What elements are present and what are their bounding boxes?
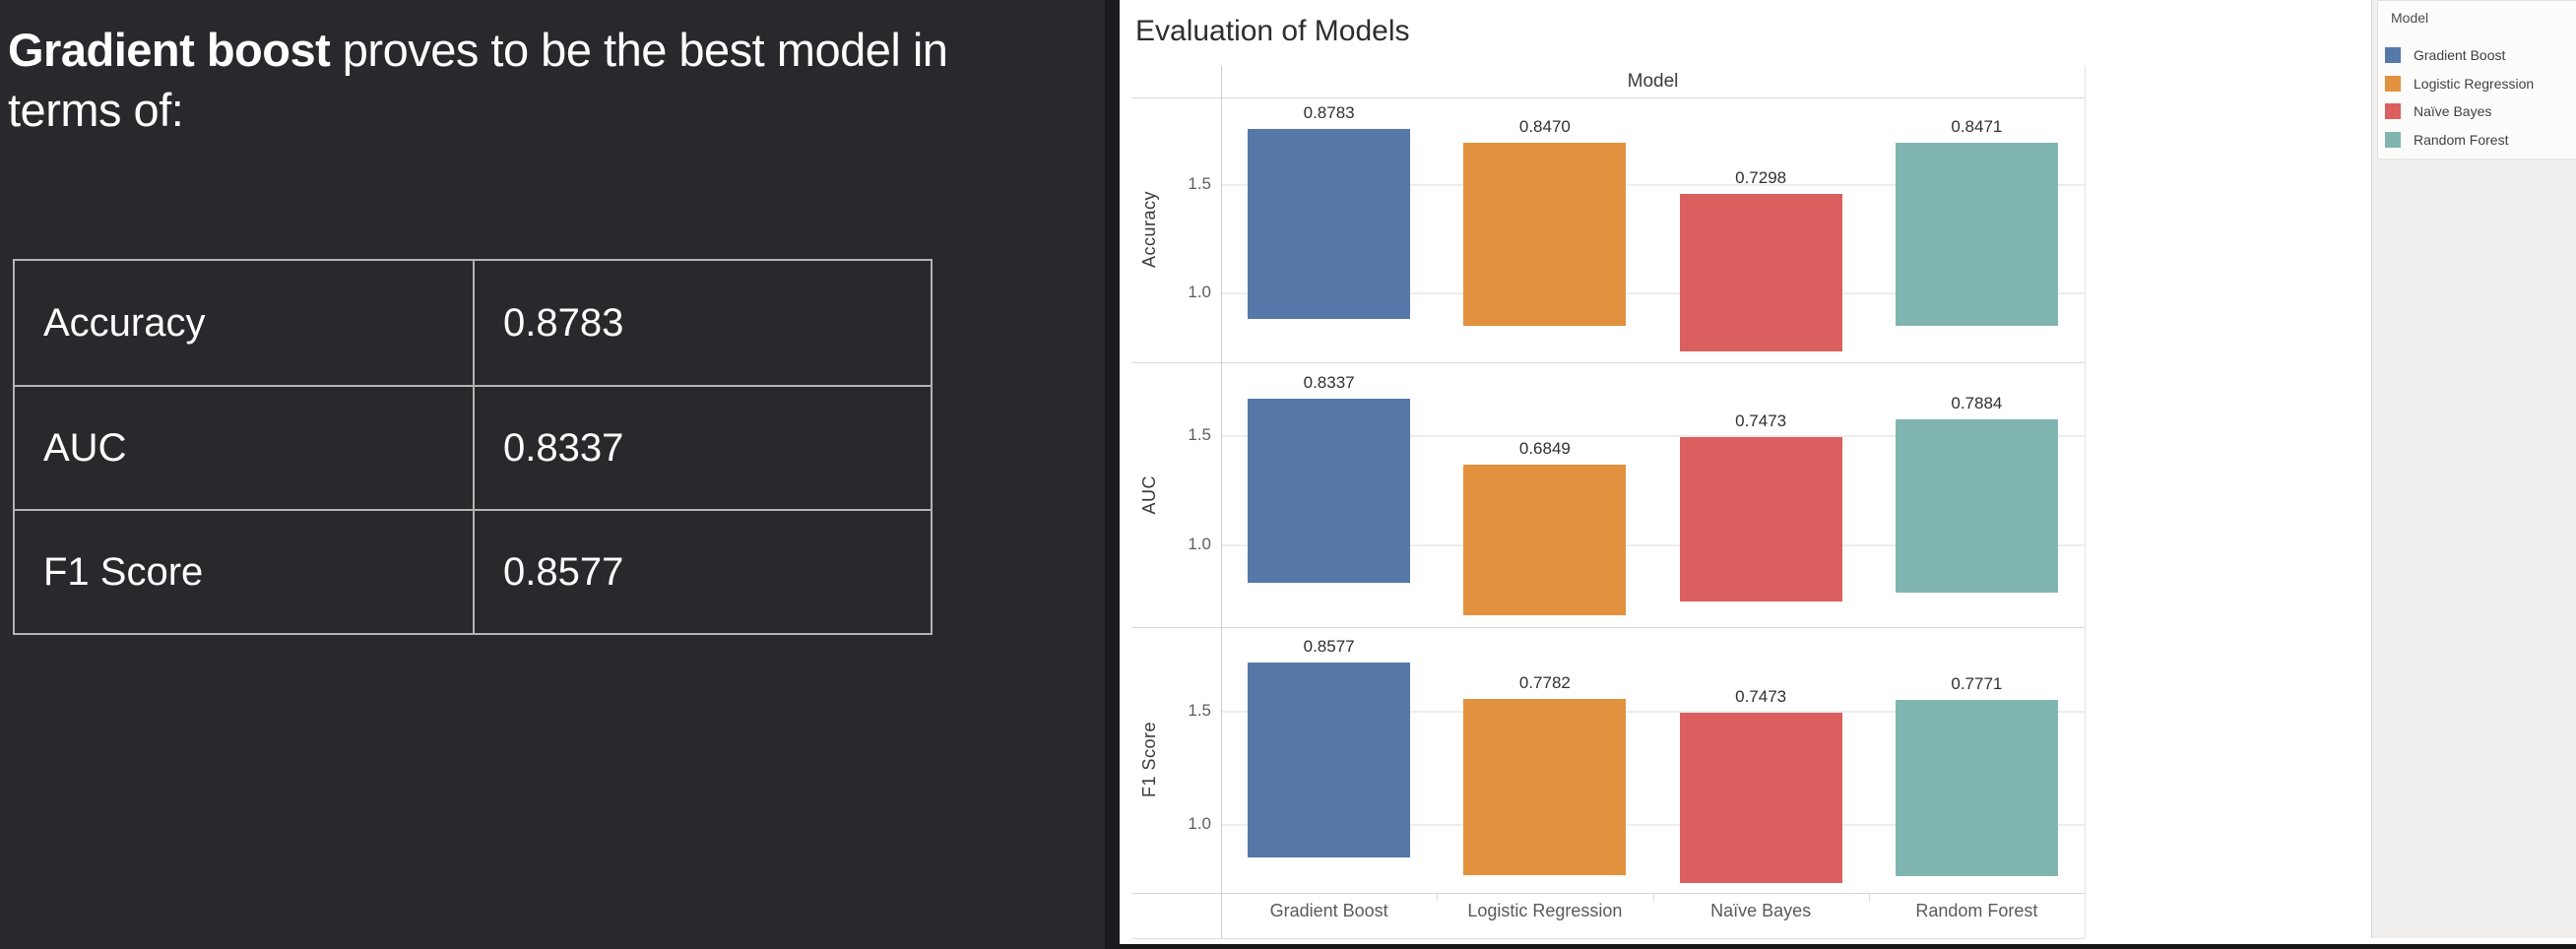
row-boundary-line [1132, 893, 2085, 894]
gridline [1221, 434, 2085, 437]
column-tick [1437, 893, 1439, 902]
bar-logistic-regression[interactable] [1463, 698, 1627, 876]
y-tick-label: 1.0 [1188, 282, 1211, 301]
x-category-label: Logistic Regression [1467, 901, 1623, 920]
gridline [1221, 711, 2085, 713]
legend-region: Model Gradient Boost Logistic Regression N… [2372, 0, 2576, 938]
column-tick [1652, 893, 1654, 902]
bar-gradient-boost[interactable] [1248, 399, 1411, 583]
axis-bottom-line [1132, 938, 2085, 939]
row-boundary-line [1132, 362, 2085, 363]
y-tick-label: 1.5 [1188, 424, 1211, 444]
legend-item-na-ve-bayes[interactable]: Naïve Bayes [2385, 103, 2492, 120]
bar-value-label: 0.7771 [1951, 673, 2003, 693]
legend-card: Model Gradient Boost Logistic Regression N… [2377, 0, 2576, 159]
bar-gradient-boost[interactable] [1248, 129, 1411, 320]
y-tick-label: 1.5 [1188, 701, 1211, 720]
legend-item-label: Random Forest [2414, 132, 2509, 149]
y-tick-label: 1.0 [1188, 814, 1211, 834]
row-boundary-line [1132, 97, 2085, 98]
gridline [1221, 183, 2085, 186]
bar-value-label: 0.8470 [1518, 116, 1571, 136]
plot-right-line [2085, 66, 2086, 938]
bar-value-label: 0.8783 [1303, 103, 1355, 123]
facet-title-f1-score: F1 Score [1127, 627, 1171, 893]
column-tick [1868, 893, 1870, 902]
bar-random-forest[interactable] [1895, 142, 2058, 327]
metrics-table: Accuracy 0.8783 AUC 0.8337 F1 Score 0.8577 [13, 259, 933, 635]
facet-title-auc: AUC [1127, 362, 1171, 627]
bar-random-forest[interactable] [1895, 699, 2058, 876]
legend-item-label: Logistic Regression [2414, 75, 2535, 92]
facet-title-text: Accuracy [1138, 191, 1159, 269]
table-row: Accuracy 0.8783 [15, 261, 931, 385]
y-tick-label: 1.5 [1188, 173, 1211, 193]
gridline [1221, 544, 2085, 547]
legend-item-label: Gradient Boost [2414, 47, 2506, 63]
bar-value-label: 0.7473 [1735, 687, 1787, 707]
bar-na-ve-bayes[interactable] [1679, 193, 1842, 352]
bar-logistic-regression[interactable] [1463, 142, 1627, 327]
chart-panel: Evaluation of Models Model 1.5 1.0 Accuracy… [1120, 0, 2576, 949]
metric-value: 0.8337 [503, 425, 624, 470]
row-boundary-line [1132, 627, 2085, 628]
chart-title: Evaluation of Models [1135, 15, 1410, 47]
metric-value: 0.8783 [503, 300, 624, 345]
table-row: F1 Score 0.8577 [15, 509, 931, 633]
facet-title-text: AUC [1138, 474, 1159, 515]
bar-value-label: 0.7473 [1735, 411, 1787, 430]
legend-swatch-icon [2385, 47, 2401, 63]
bar-gradient-boost[interactable] [1248, 663, 1411, 858]
bar-value-label: 0.6849 [1518, 438, 1571, 458]
table-row: AUC 0.8337 [15, 385, 931, 509]
legend-item-gradient-boost[interactable]: Gradient Boost [2385, 47, 2505, 63]
bar-na-ve-bayes[interactable] [1679, 436, 1842, 601]
metric-label: Accuracy [15, 261, 475, 385]
headline-rest: proves to be the best model in terms of: [8, 24, 948, 136]
legend-swatch-icon [2385, 75, 2401, 92]
facet-title-text: F1 Score [1138, 722, 1159, 798]
x-category-label: Gradient Boost [1269, 901, 1388, 920]
bar-value-label: 0.7298 [1735, 167, 1787, 187]
panel-headline: Gradient boost proves to be the best mod… [8, 20, 1002, 140]
metric-label: F1 Score [15, 511, 475, 633]
y-tick-label: 1.0 [1188, 535, 1211, 554]
bar-value-label: 0.8337 [1303, 373, 1355, 393]
bar-value-label: 0.8471 [1951, 116, 2003, 136]
facet-title-accuracy: Accuracy [1127, 97, 1171, 362]
bar-random-forest[interactable] [1895, 418, 2058, 593]
bar-value-label: 0.7782 [1518, 672, 1571, 692]
headline-bold: Gradient boost [8, 24, 331, 76]
bottom-strip [1120, 944, 2576, 949]
legend-title: Model [2391, 10, 2429, 26]
legend-swatch-icon [2385, 103, 2401, 120]
legend-swatch-icon [2385, 132, 2401, 149]
legend-divider [2371, 0, 2372, 938]
metric-label: AUC [15, 387, 475, 509]
y-axis-line [1221, 66, 1222, 938]
metric-value: 0.8577 [503, 549, 624, 594]
bar-na-ve-bayes[interactable] [1679, 713, 1842, 883]
bar-logistic-regression[interactable] [1463, 464, 1627, 615]
bar-value-label: 0.8577 [1303, 637, 1355, 657]
legend-item-random-forest[interactable]: Random Forest [2385, 132, 2509, 149]
column-header: Model [1627, 71, 1679, 92]
text-panel: Gradient boost proves to be the best mod… [0, 0, 1120, 949]
legend-item-label: Naïve Bayes [2414, 103, 2492, 120]
gridline [1221, 824, 2085, 827]
x-category-label: Naïve Bayes [1710, 901, 1812, 920]
gridline [1221, 291, 2085, 294]
x-category-label: Random Forest [1915, 901, 2038, 920]
legend-item-logistic-regression[interactable]: Logistic Regression [2385, 75, 2535, 92]
bar-value-label: 0.7884 [1951, 393, 2003, 412]
